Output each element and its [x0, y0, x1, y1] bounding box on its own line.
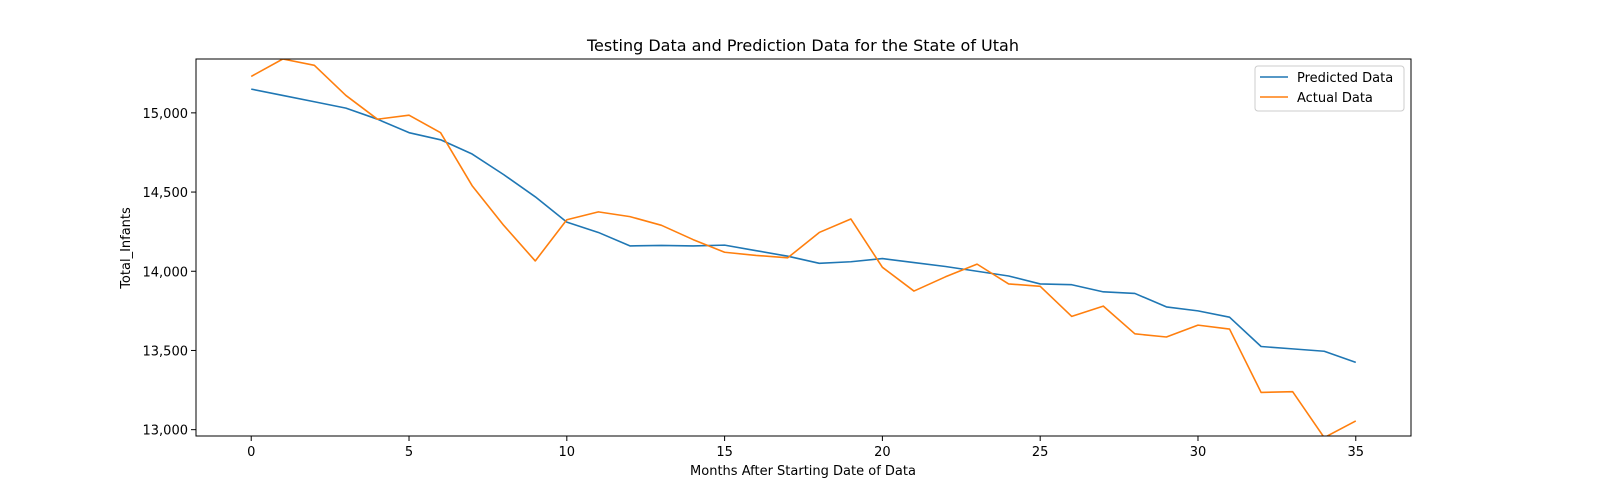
y-tick-label: 13,500 — [143, 344, 189, 359]
x-tick-label: 10 — [559, 445, 576, 460]
x-tick-label: 30 — [1190, 445, 1207, 460]
y-tick-label: 14,000 — [143, 265, 189, 280]
series-line-predicted — [251, 88, 1357, 364]
x-axis: 0 5 10 15 20 25 30 35 — [247, 436, 1364, 460]
x-tick-label: 35 — [1347, 445, 1364, 460]
legend-label-actual: Actual Data — [1297, 91, 1373, 106]
y-axis-label: Total_Infants — [119, 207, 134, 290]
series-line-actual — [250, 59, 1357, 436]
x-tick-label: 0 — [247, 445, 255, 460]
series-layer — [250, 59, 1357, 436]
y-tick-label: 15,000 — [143, 107, 189, 122]
x-tick-label: 25 — [1032, 445, 1049, 460]
x-tick-label: 20 — [874, 445, 891, 460]
legend-frame — [1254, 65, 1405, 112]
chart-title: Testing Data and Prediction Data for the… — [586, 36, 1019, 55]
x-tick-label: 5 — [405, 445, 413, 460]
plot-frame — [195, 58, 1412, 437]
y-axis: 13,000 13,500 14,000 14,500 15,000 — [143, 107, 196, 439]
x-axis-label: Months After Starting Date of Data — [690, 464, 916, 479]
y-tick-label: 13,000 — [143, 424, 189, 439]
legend-label-predicted: Predicted Data — [1297, 71, 1393, 86]
legend: Predicted Data Actual Data — [1254, 65, 1405, 112]
y-tick-label: 14,500 — [143, 186, 189, 201]
x-tick-label: 15 — [716, 445, 733, 460]
